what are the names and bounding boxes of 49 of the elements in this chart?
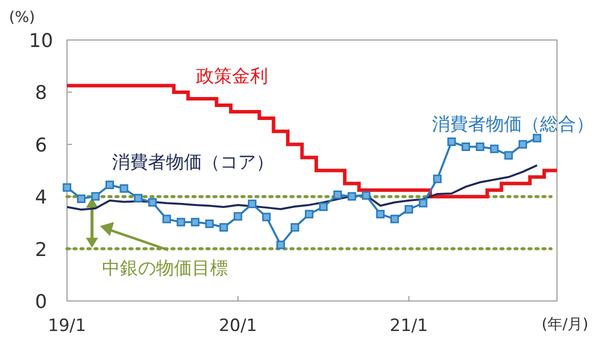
point xyxy=(348,192,356,201)
point xyxy=(176,218,186,226)
y-tick-label: 4 xyxy=(34,186,48,209)
point xyxy=(418,198,428,208)
point xyxy=(362,191,370,200)
point xyxy=(219,223,228,232)
point xyxy=(447,138,456,146)
point xyxy=(76,194,86,203)
point xyxy=(91,192,100,201)
x-axis-title: (年/月) xyxy=(542,315,588,333)
point xyxy=(504,151,513,160)
point xyxy=(290,223,300,232)
point xyxy=(120,184,128,193)
x-tick-label: 21/1 xyxy=(390,316,428,336)
point xyxy=(134,194,142,202)
point xyxy=(490,144,499,154)
y-tick-label: 2 xyxy=(34,238,48,261)
series-label: 消費者物価（コア） xyxy=(112,152,274,173)
point xyxy=(248,200,256,208)
point xyxy=(304,210,314,218)
point xyxy=(234,212,242,221)
point xyxy=(532,134,542,142)
x-tick-label: 19/1 xyxy=(48,316,86,336)
point xyxy=(205,219,214,228)
point xyxy=(390,214,399,224)
point xyxy=(518,140,528,149)
point xyxy=(333,190,342,200)
y-tick-label: 8 xyxy=(34,82,48,104)
y-tick-label: 6 xyxy=(34,134,48,156)
point xyxy=(276,240,285,250)
y-tick-label: 10 xyxy=(28,30,54,52)
point xyxy=(105,180,114,190)
point xyxy=(433,174,442,184)
point xyxy=(262,212,271,222)
series-label: 政策金利 xyxy=(196,66,268,87)
x-tick-label: 20/1 xyxy=(218,316,258,336)
legend-label: 中銀の物価目標 xyxy=(102,258,228,279)
point xyxy=(462,142,470,151)
point xyxy=(190,218,200,226)
y-tick-label: 0 xyxy=(34,291,48,313)
point xyxy=(319,202,328,212)
point xyxy=(148,198,157,207)
point xyxy=(62,183,72,192)
point xyxy=(476,142,484,151)
point xyxy=(376,210,385,218)
point xyxy=(162,214,171,224)
series-label: 消費者物価（総合） xyxy=(432,114,594,135)
y-axis-title: (%) xyxy=(9,8,35,26)
point xyxy=(404,205,414,214)
